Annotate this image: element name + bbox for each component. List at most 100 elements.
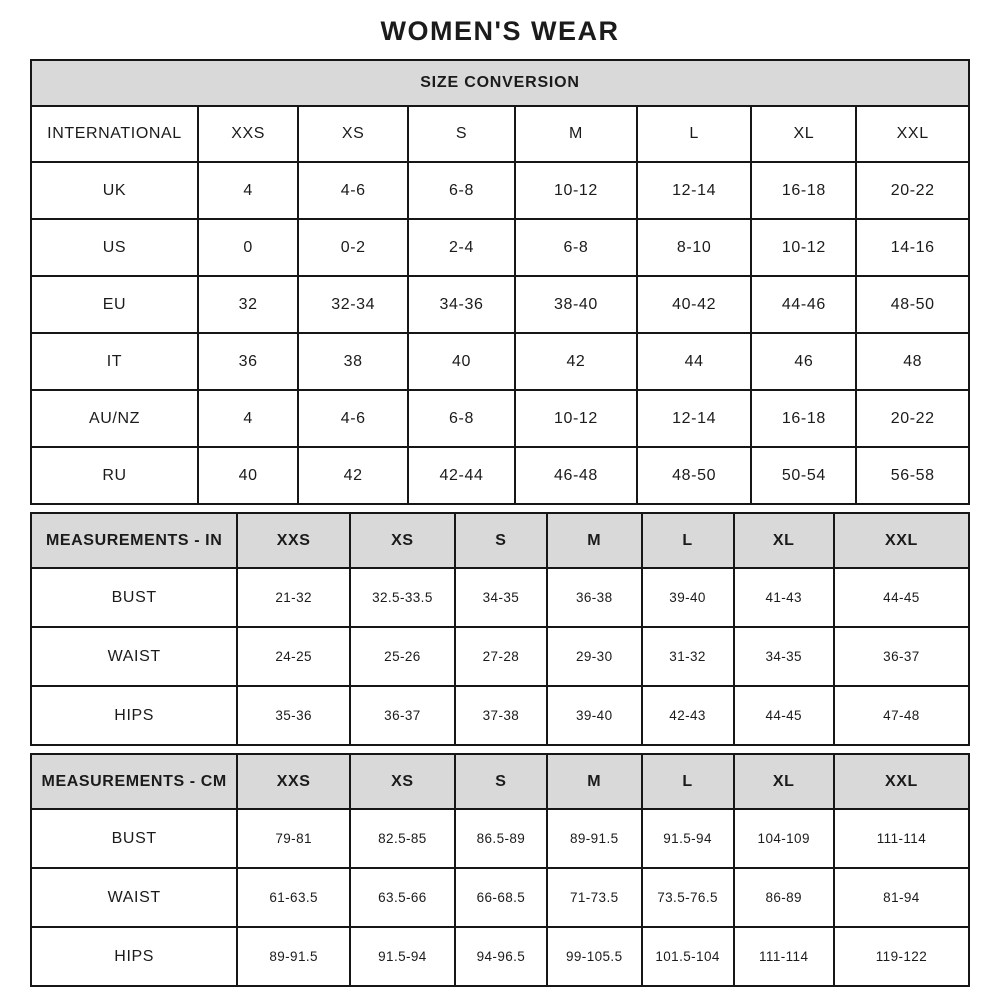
table-cell: 16-18	[750, 389, 858, 448]
table-cell: 46	[750, 332, 858, 391]
col-header-s: S	[453, 753, 548, 810]
table-cell: 12-14	[635, 389, 753, 448]
col-header-xs: XS	[297, 105, 410, 163]
table-cell: 6-8	[407, 161, 516, 220]
table-row-it: IT 36 38 40 42 44 46 48	[30, 332, 970, 391]
table-row-uk: UK 4 4-6 6-8 10-12 12-14 16-18 20-22	[30, 161, 970, 220]
table-row-eu: EU 32 32-34 34-36 38-40 40-42 44-46 48-5…	[30, 275, 970, 334]
table-cell: 101.5-104	[640, 926, 735, 987]
col-header-m: M	[545, 753, 643, 810]
table-cell: 4-6	[297, 161, 410, 220]
table-cell: 0-2	[297, 218, 410, 277]
table-cell: 4	[196, 161, 300, 220]
table-cell: 111-114	[832, 808, 971, 869]
table-cell: 36-38	[545, 567, 643, 628]
col-header-xs: XS	[348, 512, 456, 569]
table-cell: 47-48	[832, 685, 971, 746]
measurements-cm-title: MEASUREMENTS - CM	[29, 753, 239, 810]
table-cell: 56-58	[855, 446, 970, 505]
table-cell: 39-40	[640, 567, 735, 628]
table-cell: 12-14	[635, 161, 753, 220]
size-conversion-title: SIZE CONVERSION	[30, 59, 970, 107]
table-row-aunz: AU/NZ 4 4-6 6-8 10-12 12-14 16-18 20-22	[30, 389, 970, 448]
page-title: WOMEN'S WEAR	[380, 16, 620, 46]
col-header-l: L	[640, 753, 735, 810]
col-header-m: M	[545, 512, 643, 569]
row-label-us: US	[30, 218, 199, 277]
table-cell: 34-35	[732, 626, 835, 687]
table-row-bust-cm: BUST 79-81 82.5-85 86.5-89 89-91.5 91.5-…	[29, 808, 971, 869]
table-cell: 2-4	[407, 218, 516, 277]
col-header-xxl: XXL	[832, 512, 971, 569]
table-row-ru: RU 40 42 42-44 46-48 48-50 50-54 56-58	[30, 446, 970, 505]
col-header-xxs: XXS	[236, 512, 351, 569]
row-label-hips: HIPS	[29, 926, 239, 987]
table-cell: 36-37	[348, 685, 456, 746]
table-cell: 111-114	[732, 926, 835, 987]
row-label-waist: WAIST	[29, 626, 239, 687]
table-cell: 44	[635, 332, 753, 391]
table-cell: 4	[196, 389, 300, 448]
table-cell: 6-8	[513, 218, 638, 277]
table-cell: 119-122	[832, 926, 971, 987]
table-cell: 82.5-85	[348, 808, 456, 869]
table-cell: 32	[196, 275, 300, 334]
table-cell: 86.5-89	[453, 808, 548, 869]
col-header-xs: XS	[348, 753, 456, 810]
table-cell: 37-38	[453, 685, 548, 746]
table-row-hips-cm: HIPS 89-91.5 91.5-94 94-96.5 99-105.5 10…	[29, 926, 971, 987]
table-cell: 44-45	[832, 567, 971, 628]
table-cell: 4-6	[297, 389, 410, 448]
table-cell: 104-109	[732, 808, 835, 869]
table-cell: 44-46	[750, 275, 858, 334]
col-header-m: M	[513, 105, 638, 163]
table-row-waist-cm: WAIST 61-63.5 63.5-66 66-68.5 71-73.5 73…	[29, 867, 971, 928]
table-cell: 42	[297, 446, 410, 505]
table-cell: 36	[196, 332, 300, 391]
table-cell: 48-50	[855, 275, 970, 334]
table-row-hips-in: HIPS 35-36 36-37 37-38 39-40 42-43 44-45…	[29, 685, 971, 746]
table-cell: 34-36	[407, 275, 516, 334]
table-cell: 63.5-66	[348, 867, 456, 928]
col-header-l: L	[635, 105, 753, 163]
table-cell: 40	[407, 332, 516, 391]
table-cell: 42-44	[407, 446, 516, 505]
table-cell: 14-16	[855, 218, 970, 277]
row-label-hips: HIPS	[29, 685, 239, 746]
table-cell: 79-81	[236, 808, 351, 869]
table-cell: 94-96.5	[453, 926, 548, 987]
row-label-bust: BUST	[29, 567, 239, 628]
col-header-l: L	[640, 512, 735, 569]
size-conversion-header-row: INTERNATIONAL XXS XS S M L XL XXL	[30, 105, 970, 163]
table-cell: 48	[855, 332, 970, 391]
table-cell: 40	[196, 446, 300, 505]
table-cell: 10-12	[513, 161, 638, 220]
col-header-xl: XL	[750, 105, 858, 163]
table-cell: 29-30	[545, 626, 643, 687]
table-cell: 10-12	[513, 389, 638, 448]
table-cell: 20-22	[855, 389, 970, 448]
row-label-ru: RU	[30, 446, 199, 505]
table-cell: 48-50	[635, 446, 753, 505]
row-label-bust: BUST	[29, 808, 239, 869]
table-cell: 46-48	[513, 446, 638, 505]
table-cell: 32.5-33.5	[348, 567, 456, 628]
table-row-waist-in: WAIST 24-25 25-26 27-28 29-30 31-32 34-3…	[29, 626, 971, 687]
col-header-xxl: XXL	[832, 753, 971, 810]
table-cell: 86-89	[732, 867, 835, 928]
row-label-uk: UK	[30, 161, 199, 220]
table-cell: 71-73.5	[545, 867, 643, 928]
table-cell: 91.5-94	[640, 808, 735, 869]
table-cell: 10-12	[750, 218, 858, 277]
size-conversion-table: SIZE CONVERSION INTERNATIONAL XXS XS S M…	[30, 59, 970, 505]
table-cell: 24-25	[236, 626, 351, 687]
table-row-us: US 0 0-2 2-4 6-8 8-10 10-12 14-16	[30, 218, 970, 277]
col-header-s: S	[453, 512, 548, 569]
table-cell: 36-37	[832, 626, 971, 687]
table-cell: 6-8	[407, 389, 516, 448]
table-cell: 25-26	[348, 626, 456, 687]
table-cell: 38	[297, 332, 410, 391]
table-cell: 44-45	[732, 685, 835, 746]
table-row-bust-in: BUST 21-32 32.5-33.5 34-35 36-38 39-40 4…	[29, 567, 971, 628]
table-cell: 21-32	[236, 567, 351, 628]
